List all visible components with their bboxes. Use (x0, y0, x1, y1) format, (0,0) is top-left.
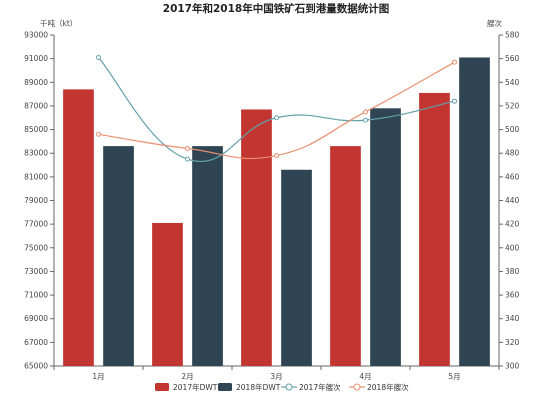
bar-2017[interactable] (152, 222, 183, 366)
line-point-2017[interactable] (363, 117, 368, 123)
bar-group (63, 57, 490, 367)
y-right-tick-label: 520 (505, 101, 520, 110)
y-right-tick-label: 580 (505, 31, 520, 40)
y-left-tick-label: 79000 (24, 196, 48, 205)
line-point-2018[interactable] (274, 153, 279, 159)
y-right-tick-label: 420 (505, 220, 520, 229)
x-tick-label: 1月 (92, 372, 104, 381)
y-left-tick-label: 73000 (24, 267, 48, 276)
bar-2017[interactable] (63, 89, 94, 366)
y-left-tick-label: 71000 (24, 291, 48, 300)
line-2018 (98, 61, 455, 160)
line-point-2018[interactable] (452, 59, 457, 65)
y-left-tick-label: 67000 (24, 338, 48, 347)
legend[interactable]: 2017年DWT 2018年DWT 2017年艘次 2018年艘次 (155, 382, 409, 392)
line-group (96, 54, 457, 162)
y-right-tick-label: 480 (505, 149, 520, 158)
y-right-tick-label: 340 (505, 314, 520, 323)
y-right-tick-label: 500 (505, 125, 520, 134)
legend-item[interactable]: 2018年艘次 (349, 382, 409, 392)
legend-label: 2018年艘次 (367, 382, 409, 392)
y-left-tick-label: 87000 (24, 101, 48, 110)
bar-2018[interactable] (459, 57, 490, 366)
bar-2017[interactable] (330, 146, 361, 366)
legend-label: 2018年DWT (236, 382, 281, 392)
bar-2018[interactable] (281, 169, 312, 366)
y-left-tick-label: 75000 (24, 243, 48, 252)
line-point-2017[interactable] (452, 98, 457, 104)
x-tick-label: 2月 (181, 372, 193, 381)
y-left-tick-label: 81000 (24, 172, 48, 181)
y-left-tick-label: 77000 (24, 220, 48, 229)
x-tick-label: 4月 (359, 372, 371, 381)
y-right-tick-label: 380 (505, 267, 520, 276)
y-right-tick-label: 560 (505, 54, 520, 63)
y-left-tick-label: 69000 (24, 314, 48, 323)
line-2017 (98, 57, 455, 162)
y-left-tick-label: 85000 (24, 125, 48, 134)
y-left-tick-label: 89000 (24, 78, 48, 87)
x-tick-label: 3月 (270, 372, 282, 381)
y-right-tick-label: 300 (505, 362, 520, 371)
legend-swatch (218, 383, 232, 391)
line-point-2017[interactable] (185, 156, 190, 162)
y-left-tick-label: 65000 (24, 362, 48, 371)
y-right-tick-label: 440 (505, 196, 520, 205)
x-tick-label: 5月 (448, 372, 460, 381)
y-right-tick-label: 460 (505, 172, 520, 181)
legend-swatch-marker (353, 383, 361, 391)
y-right-tick-label: 360 (505, 291, 520, 300)
line-point-2017[interactable] (96, 54, 101, 60)
bar-2018[interactable] (103, 146, 134, 366)
y-right-tick-label: 540 (505, 78, 520, 87)
line-point-2017[interactable] (274, 115, 279, 121)
legend-item[interactable]: 2017年DWT (155, 382, 218, 392)
legend-item[interactable]: 2017年艘次 (281, 382, 341, 392)
y-left-axis-label: 千吨（kt） (40, 18, 77, 28)
legend-label: 2017年艘次 (299, 382, 341, 392)
line-point-2018[interactable] (363, 109, 368, 115)
legend-swatch (155, 383, 169, 391)
y-right-axis-label: 艘次 (487, 18, 502, 28)
y-left-tick-label: 93000 (24, 31, 48, 40)
y-left-tick-label: 91000 (24, 54, 48, 63)
x-tick-labels: 1月 2月 3月 4月 5月 (53, 366, 500, 381)
bar-2017[interactable] (241, 109, 272, 366)
y-right-tick-label: 400 (505, 243, 520, 252)
y-left-tick-label: 83000 (24, 149, 48, 158)
bar-2017[interactable] (419, 92, 450, 367)
legend-swatch-marker (285, 383, 293, 391)
bar-2018[interactable] (192, 146, 223, 366)
chart-title: 2017年和2018年中国铁矿石到港量数据统计图 (163, 2, 389, 15)
legend-label: 2017年DWT (173, 382, 218, 392)
line-point-2018[interactable] (185, 145, 190, 151)
y-right-tick-label: 320 (505, 338, 520, 347)
legend-item[interactable]: 2018年DWT (218, 382, 281, 392)
line-point-2018[interactable] (96, 131, 101, 137)
bar-2018[interactable] (370, 108, 401, 367)
